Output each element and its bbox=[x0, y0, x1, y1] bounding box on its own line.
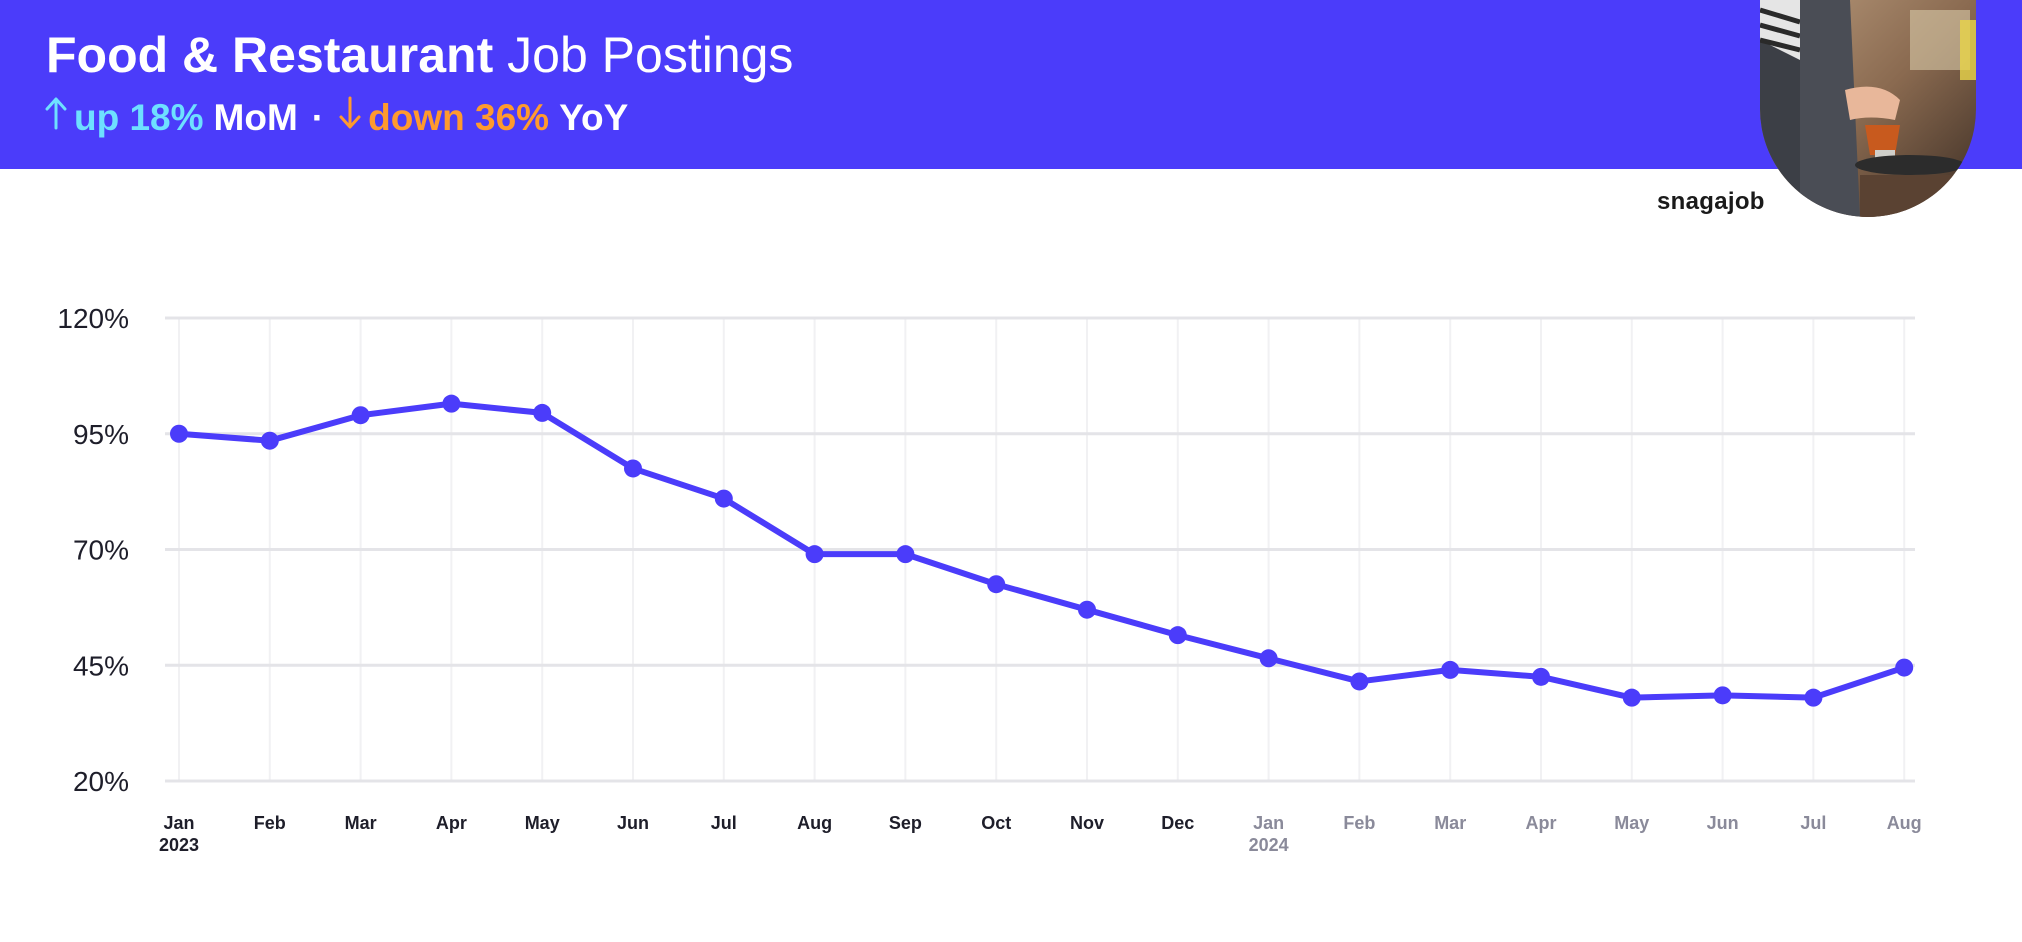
x-tick-label: Aug bbox=[797, 813, 832, 833]
data-point bbox=[1259, 649, 1278, 668]
title-bold: Food & Restaurant bbox=[46, 27, 494, 83]
x-tick-label: Dec bbox=[1161, 813, 1194, 833]
yoy-change: down 36% bbox=[368, 97, 549, 139]
barista-photo bbox=[1760, 0, 1976, 217]
data-point bbox=[1168, 626, 1187, 645]
data-point bbox=[351, 406, 370, 425]
y-tick-label: 20% bbox=[73, 766, 129, 797]
change-summary: up 18% MoM · down 36% YoY bbox=[44, 96, 628, 139]
title-light: Job Postings bbox=[507, 27, 794, 83]
data-point bbox=[1441, 660, 1460, 679]
x-tick-label: Jan bbox=[163, 813, 194, 833]
separator-dot: · bbox=[311, 96, 325, 138]
data-point bbox=[170, 424, 188, 443]
x-tick-label: Sep bbox=[889, 813, 922, 833]
x-tick-label: May bbox=[525, 813, 560, 833]
down-arrow-icon bbox=[338, 96, 362, 139]
mom-change: up 18% bbox=[74, 97, 204, 139]
series-line bbox=[176, 400, 1908, 701]
x-tick-label: Aug bbox=[1887, 813, 1922, 833]
chart-series bbox=[170, 394, 1914, 707]
page-title: Food & Restaurant Job Postings bbox=[46, 26, 793, 84]
x-tick-label: May bbox=[1614, 813, 1649, 833]
x-tick-label: Jan bbox=[1253, 813, 1284, 833]
yoy-label: YoY bbox=[559, 96, 629, 138]
data-point bbox=[896, 545, 915, 564]
data-point bbox=[805, 545, 824, 564]
x-year-label: 2023 bbox=[159, 835, 199, 855]
data-point bbox=[1895, 658, 1914, 677]
x-tick-label: Jul bbox=[1800, 813, 1826, 833]
chart-grid bbox=[165, 316, 1915, 783]
y-tick-label: 70% bbox=[73, 535, 129, 566]
data-point bbox=[533, 403, 552, 422]
mom-label: MoM bbox=[213, 96, 298, 138]
y-axis: 120% 95% 70% 45% 20% bbox=[57, 303, 129, 797]
yoy-prefix: down bbox=[368, 96, 465, 138]
data-point bbox=[987, 575, 1006, 594]
data-point bbox=[1713, 686, 1732, 705]
x-tick-label: Mar bbox=[345, 813, 377, 833]
x-tick-label: Feb bbox=[1343, 813, 1375, 833]
y-tick-label: 95% bbox=[73, 419, 129, 450]
data-point bbox=[1622, 688, 1641, 707]
x-tick-label: Apr bbox=[436, 813, 467, 833]
data-point bbox=[1532, 667, 1550, 686]
y-tick-label: 120% bbox=[57, 303, 129, 334]
mom-prefix: up bbox=[74, 96, 120, 138]
data-point bbox=[624, 459, 642, 478]
data-point bbox=[260, 431, 279, 450]
x-tick-label: Feb bbox=[254, 813, 286, 833]
mom-value: 18% bbox=[129, 96, 204, 138]
up-arrow-icon bbox=[44, 96, 68, 139]
x-tick-label: Mar bbox=[1434, 813, 1466, 833]
x-tick-label: Jun bbox=[1707, 813, 1739, 833]
x-year-label: 2024 bbox=[1249, 835, 1289, 855]
x-tick-label: Jul bbox=[711, 813, 737, 833]
data-point bbox=[1804, 688, 1823, 707]
x-tick-label: Oct bbox=[981, 813, 1011, 833]
data-point bbox=[1078, 600, 1096, 619]
x-tick-label: Jun bbox=[617, 813, 649, 833]
data-point bbox=[442, 394, 461, 413]
y-tick-label: 45% bbox=[73, 650, 129, 681]
x-tick-label: Apr bbox=[1526, 813, 1557, 833]
yoy-value: 36% bbox=[475, 96, 550, 138]
header-banner: Food & Restaurant Job Postings up 18% Mo… bbox=[0, 0, 2022, 169]
data-point bbox=[1350, 672, 1369, 691]
snagajob-logo: snagajob bbox=[1657, 188, 1765, 215]
x-tick-label: Nov bbox=[1070, 813, 1104, 833]
data-point bbox=[714, 489, 733, 508]
